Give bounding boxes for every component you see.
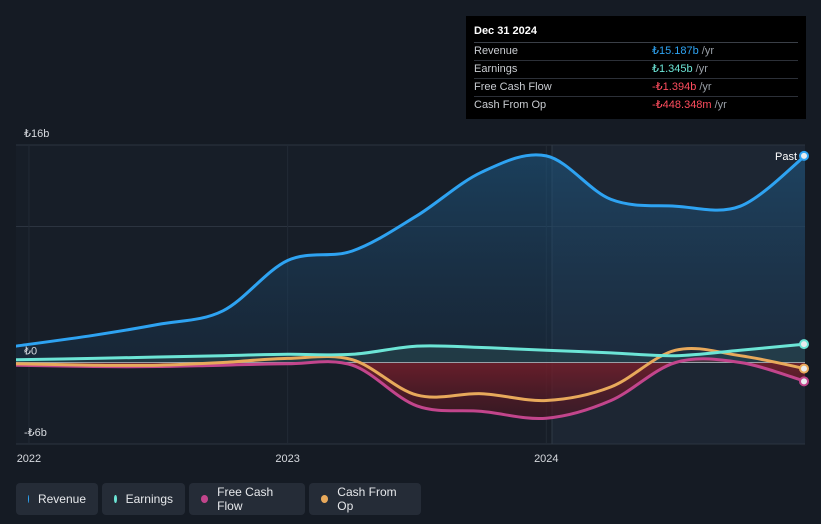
y-tick-label: -₺6b	[24, 427, 47, 439]
revenue-area	[16, 154, 805, 363]
tooltip-row-cash-from-op: Cash From Op -₺448.348m /yr	[474, 97, 798, 114]
tooltip-label: Free Cash Flow	[474, 81, 552, 93]
tooltip-unit: /yr	[699, 81, 712, 93]
y-tick-label: ₺16b	[24, 128, 49, 140]
tooltip-unit: /yr	[714, 99, 727, 111]
legend-dot-icon	[201, 495, 209, 503]
tooltip: Dec 31 2024 Revenue ₺15.187b /yr Earning…	[466, 16, 806, 119]
tooltip-label: Earnings	[474, 63, 518, 75]
legend-cash-from-op[interactable]: Cash From Op	[309, 483, 421, 515]
tooltip-row-free-cash-flow: Free Cash Flow -₺1.394b /yr	[474, 79, 798, 97]
legend: Revenue Earnings Free Cash Flow Cash Fro…	[16, 483, 421, 515]
revenue-end-marker	[799, 150, 809, 161]
tooltip-value: -₺1.394b	[652, 81, 697, 93]
tooltip-value: -₺448.348m	[652, 99, 712, 111]
tooltip-date: Dec 31 2024	[474, 24, 798, 43]
legend-label: Free Cash Flow	[217, 485, 274, 513]
revenue-line	[16, 153, 805, 348]
tooltip-unit: /yr	[695, 63, 708, 75]
x-tick-label: 2023	[275, 453, 299, 465]
tooltip-row-earnings: Earnings ₺1.345b /yr	[474, 61, 798, 79]
legend-earnings[interactable]: Earnings	[102, 483, 185, 515]
earnings-line	[16, 342, 805, 362]
free-cash-flow-end-marker	[799, 376, 809, 387]
legend-dot-icon	[114, 495, 117, 503]
tooltip-row-revenue: Revenue ₺15.187b /yr	[474, 43, 798, 61]
legend-label: Revenue	[37, 492, 86, 506]
tooltip-value: ₺1.345b	[652, 63, 693, 75]
legend-dot-icon	[28, 495, 29, 503]
legend-dot-icon	[321, 495, 329, 503]
legend-label: Cash From Op	[337, 485, 397, 513]
x-tick-label: 2024	[534, 453, 558, 465]
tooltip-value: ₺15.187b	[652, 45, 699, 57]
earnings-end-marker	[799, 339, 809, 350]
tooltip-unit: /yr	[701, 45, 714, 57]
cash-from-op-line	[16, 346, 805, 403]
x-tick-label: 2022	[17, 453, 41, 465]
earnings-area	[16, 344, 805, 363]
tooltip-label: Cash From Op	[474, 99, 547, 111]
legend-label: Earnings	[125, 492, 173, 506]
cash-from-op-end-marker	[799, 363, 809, 374]
legend-free-cash-flow[interactable]: Free Cash Flow	[189, 483, 305, 515]
tooltip-label: Revenue	[474, 45, 519, 57]
past-label: Past	[775, 151, 797, 163]
y-tick-label: ₺0	[24, 345, 37, 357]
free-cash-flow-area	[16, 358, 805, 419]
legend-revenue[interactable]: Revenue	[16, 483, 98, 515]
